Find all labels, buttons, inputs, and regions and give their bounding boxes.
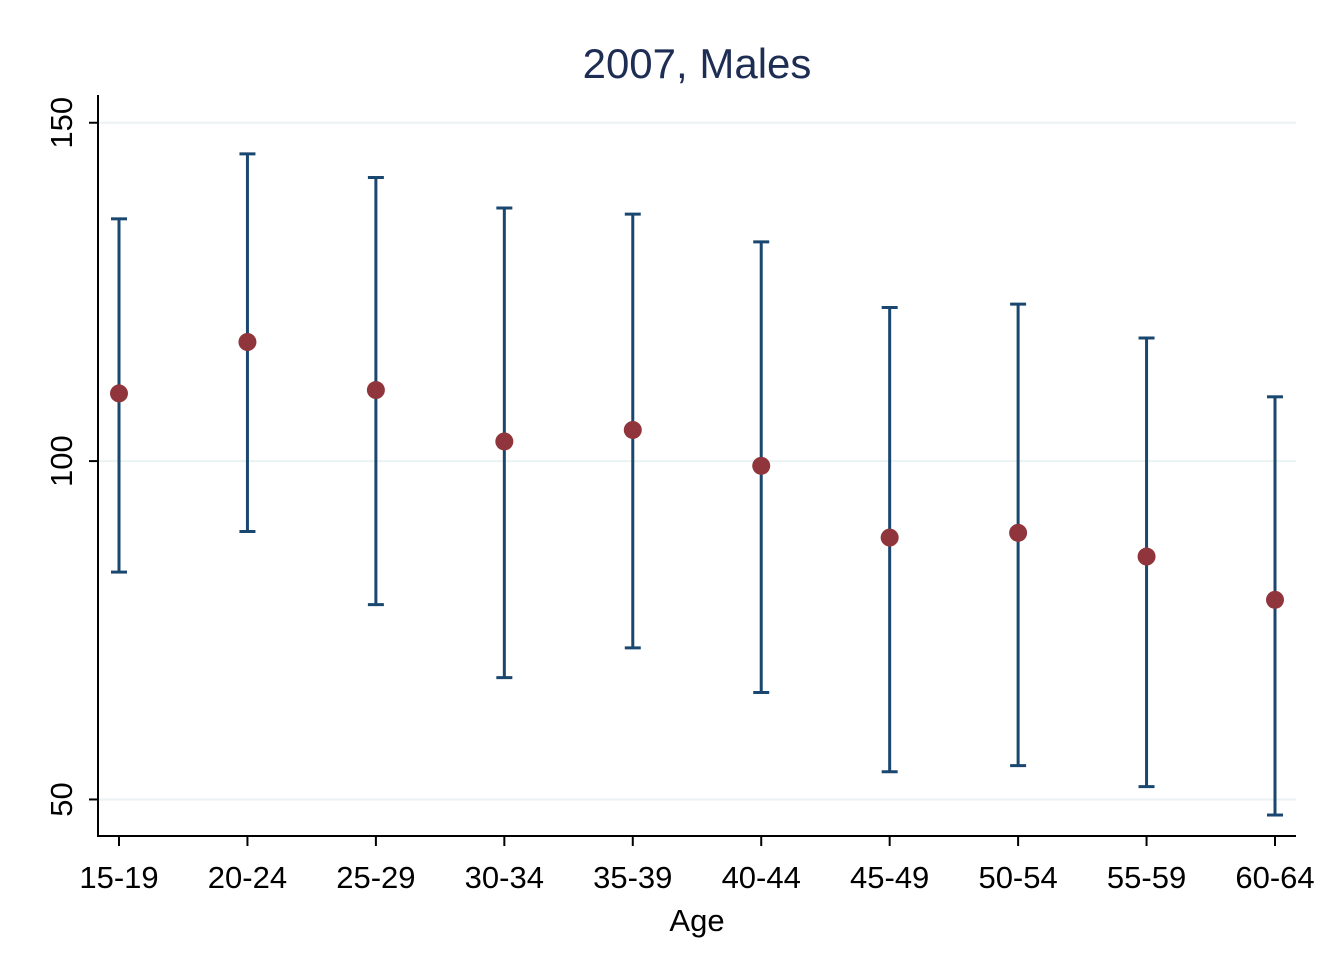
- x-axis-label: Age: [669, 903, 724, 938]
- y-tick-label: 50: [44, 782, 79, 816]
- gridlines: [99, 121, 1296, 801]
- data-point: [366, 381, 385, 400]
- error-bars: [111, 152, 1283, 817]
- data-point: [752, 456, 771, 475]
- data-point: [1137, 547, 1156, 566]
- data-point: [495, 432, 514, 451]
- y-axis-ticks: 50 100 150: [44, 97, 98, 817]
- x-tick-label: 15-19: [79, 860, 158, 895]
- data-point: [1009, 523, 1028, 542]
- data-point: [623, 420, 642, 439]
- x-tick-label: 60-64: [1235, 860, 1314, 895]
- x-tick-label: 35-39: [593, 860, 672, 895]
- x-tick-label: 45-49: [850, 860, 929, 895]
- data-point: [880, 528, 899, 547]
- x-tick-label: 40-44: [722, 860, 801, 895]
- x-tick-label: 50-54: [978, 860, 1057, 895]
- y-tick-label: 100: [44, 435, 79, 487]
- y-tick-label: 150: [44, 97, 79, 149]
- x-tick-label: 25-29: [336, 860, 415, 895]
- x-tick-label: 55-59: [1107, 860, 1186, 895]
- x-tick-label: 20-24: [208, 860, 287, 895]
- data-points: [110, 333, 1284, 609]
- data-point: [1266, 590, 1284, 609]
- data-point: [110, 384, 128, 403]
- x-tick-label: 30-34: [465, 860, 544, 895]
- data-point: [238, 333, 257, 351]
- x-axis-ticks: 15-19 20-24 25-29 30-34 35-39 40-44 45-49 50-54…: [79, 836, 1315, 895]
- chart-title: 2007, Males: [583, 40, 812, 87]
